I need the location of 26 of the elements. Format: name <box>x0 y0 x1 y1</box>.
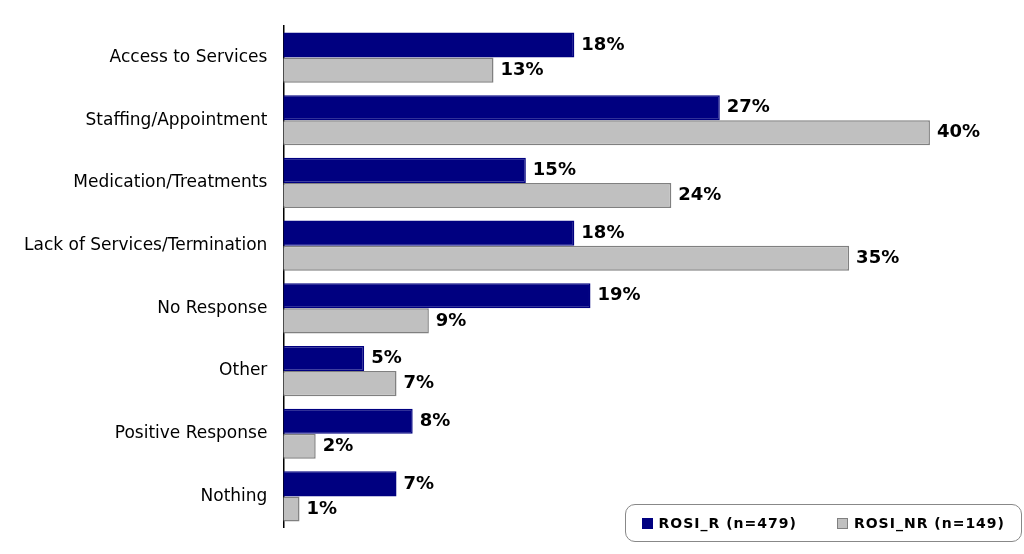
data-label: 40% <box>936 120 981 142</box>
data-label: 7% <box>403 471 435 493</box>
data-label: 35% <box>856 245 900 267</box>
data-label: 18% <box>581 220 625 242</box>
y-tick-label: Access to Services <box>109 45 268 66</box>
data-label: 1% <box>306 496 338 518</box>
data-label: 19% <box>597 283 641 305</box>
data-label: 5% <box>371 346 402 368</box>
y-tick-label: Other <box>219 359 268 380</box>
data-label: 7% <box>403 371 435 393</box>
data-label: 9% <box>435 308 467 330</box>
data-label: 15% <box>532 158 576 180</box>
data-label: 24% <box>678 183 722 205</box>
y-tick-label: Medication/Treatments <box>73 171 268 192</box>
legend-label: ROSI_NR (n=149) <box>853 515 1005 531</box>
y-tick-label: Nothing <box>200 484 268 505</box>
legend-label: ROSI_R (n=479) <box>658 515 797 531</box>
y-tick-label: Lack of Services/Termination <box>24 234 268 255</box>
y-tick-label: Positive Response <box>114 422 268 443</box>
y-tick-label: No Response <box>157 296 268 317</box>
data-label: 27% <box>726 95 770 117</box>
data-label: 2% <box>322 433 354 455</box>
data-label: 8% <box>419 408 451 430</box>
data-label: 13% <box>500 57 544 79</box>
y-tick-label: Staffing/Appointment <box>85 108 268 129</box>
data-label: 18% <box>581 32 625 54</box>
